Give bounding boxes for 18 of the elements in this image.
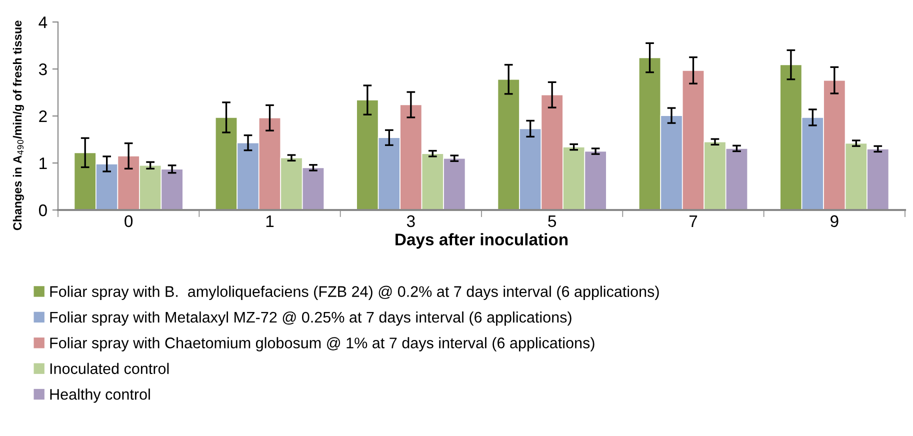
- legend-label: Foliar spray with B. amyloliquefaciens (FZB 24) @ 0.2% at 7 days interval (6 applications): [50, 286, 659, 300]
- y-tick-label: 0: [38, 204, 47, 216]
- x-tick-label: 9: [830, 215, 838, 228]
- y-tick-label: 2: [39, 110, 47, 122]
- x-tick-label: 7: [689, 215, 698, 227]
- legend-label: Foliar spray with Chaetomium globosum @ 1% at 7 days interval (6 applications): [50, 337, 594, 352]
- x-tick-label: 1: [266, 215, 274, 227]
- x-tick-label: 0: [124, 215, 133, 228]
- y-axis-title: Changes in A$_{490}$/min/g of fresh tissue: [12, 20, 24, 230]
- x-tick-label: 3: [406, 215, 415, 228]
- y-tick-label: 4: [38, 16, 48, 28]
- x-tick-label: 5: [548, 215, 556, 228]
- legend-label: Inoculated control: [50, 362, 169, 374]
- y-tick-label: 3: [38, 63, 47, 76]
- legend-label: Foliar spray with Metalaxyl MZ-72 @ 0.25% at 7 days interval (6 applications): [50, 311, 572, 326]
- legend-label: Healthy control: [50, 388, 150, 403]
- x-axis-title: Days after inoculation: [396, 233, 568, 249]
- y-tick-label: 1: [40, 158, 47, 170]
